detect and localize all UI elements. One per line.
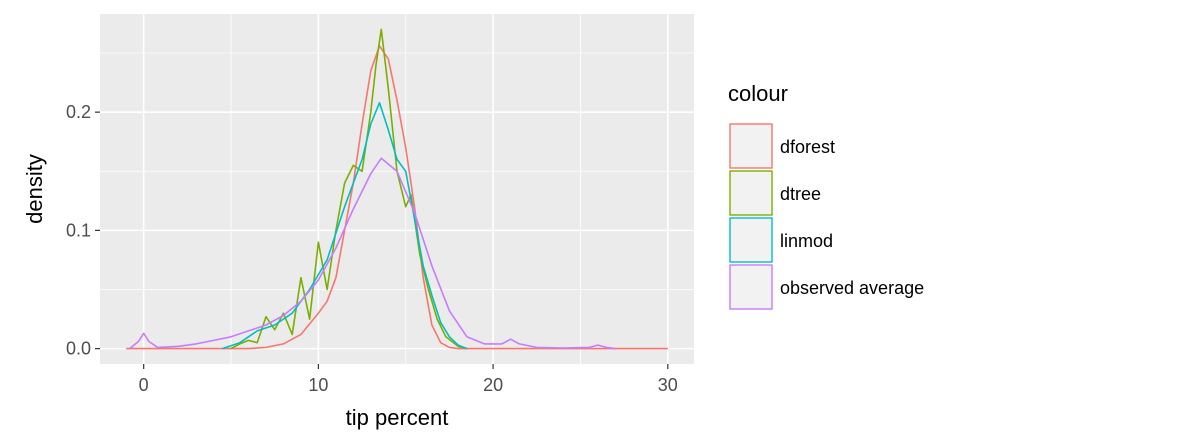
series-lines — [126, 28, 668, 350]
legend-swatch — [729, 217, 773, 263]
legend-label: dtree — [780, 184, 821, 204]
legend-label: dforest — [780, 137, 835, 157]
x-tick-labels: 0 10 20 30 — [139, 375, 678, 395]
x-axis-title: tip percent — [346, 405, 449, 430]
y-tick-label: 0.1 — [66, 220, 91, 240]
legend-title: colour — [728, 81, 788, 106]
legend-swatch — [729, 170, 773, 216]
series-line-linmod — [222, 101, 468, 350]
legend: colour dforest dtree linmod observed averag… — [728, 81, 924, 310]
y-tick-labels: 0.0 0.1 0.2 — [66, 102, 91, 358]
legend-label: linmod — [780, 231, 833, 251]
y-tick-label: 0.0 — [66, 339, 91, 359]
y-tick-label: 0.2 — [66, 102, 91, 122]
legend-key: dtree — [729, 170, 821, 216]
axis-ticks — [95, 111, 669, 369]
legend-items: dforest dtree linmod observed average — [729, 123, 924, 310]
legend-label: observed average — [780, 278, 924, 298]
series-line-observed-average — [129, 157, 616, 350]
legend-key: observed average — [729, 264, 924, 310]
y-axis-title: density — [22, 154, 47, 224]
legend-swatch — [729, 264, 773, 310]
series-line-dforest — [126, 45, 668, 350]
x-tick-label: 20 — [483, 375, 503, 395]
legend-key: linmod — [729, 217, 833, 263]
x-tick-label: 0 — [139, 375, 149, 395]
legend-key: dforest — [729, 123, 835, 169]
plot-panel — [100, 14, 694, 364]
legend-swatch — [729, 123, 773, 169]
x-tick-label: 30 — [658, 375, 678, 395]
x-tick-label: 10 — [308, 375, 328, 395]
